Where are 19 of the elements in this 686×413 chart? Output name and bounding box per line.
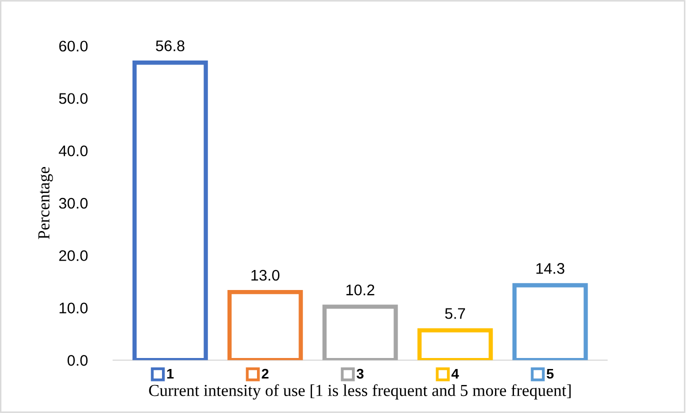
x-tick-label: 3 <box>356 368 364 379</box>
x-tick-label: 2 <box>262 368 268 379</box>
y-tick-label: 50.0 <box>59 93 88 104</box>
data-label: 14.3 <box>536 263 564 274</box>
x-tick-label: 4 <box>451 368 459 379</box>
y-tick-label: 10.0 <box>60 302 88 314</box>
data-label: 13.0 <box>251 270 280 281</box>
x-tick-label: 5 <box>546 368 554 379</box>
x-tick-label: 1 <box>167 368 174 379</box>
data-label: 56.8 <box>156 40 184 52</box>
data-label: 5.7 <box>445 308 465 319</box>
y-tick-label: 20.0 <box>59 250 88 262</box>
y-tick-label: 0.0 <box>68 355 88 366</box>
data-label: 10.2 <box>346 284 374 296</box>
y-tick-label: 30.0 <box>59 198 88 209</box>
y-tick-label: 60.0 <box>59 40 88 52</box>
x-axis-title: Current intensity of use [1 is less frequent and 5 more frequent] <box>149 384 571 400</box>
y-axis-title: Percentage <box>38 167 53 240</box>
y-tick-label: 40.0 <box>58 145 88 156</box>
